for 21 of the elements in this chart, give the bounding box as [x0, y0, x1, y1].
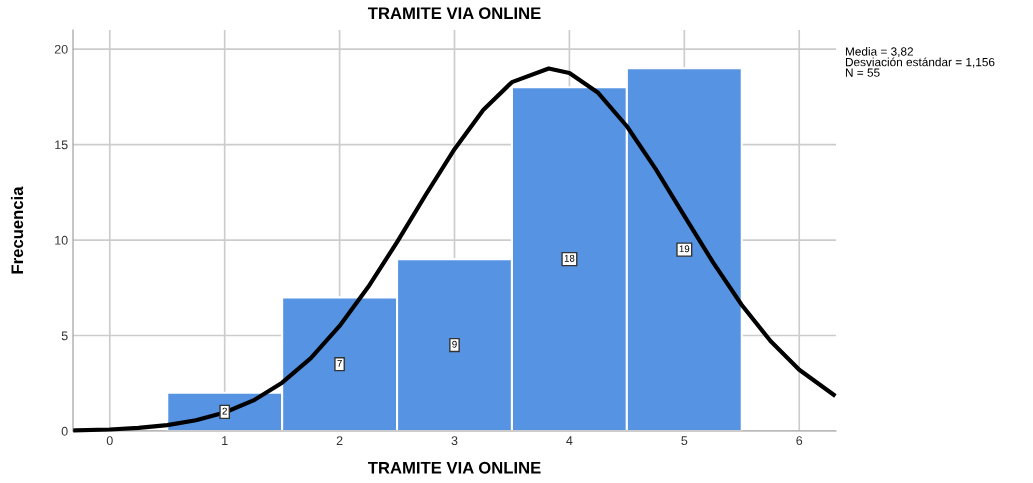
chart-title: TRAMITE VIA ONLINE: [367, 7, 541, 20]
x-tick-label: 3: [451, 436, 458, 446]
x-tick-label: 2: [336, 436, 343, 445]
y-axis-title: Frecuencia: [10, 186, 24, 274]
y-tick-label: 10: [55, 235, 68, 245]
y-tick-label: 15: [55, 140, 68, 150]
y-tick-label: 20: [54, 44, 68, 54]
data-label: 9: [452, 340, 457, 348]
x-tick-label: 1: [222, 436, 228, 445]
data-label: 18: [564, 254, 575, 262]
x-tick-label: 4: [566, 436, 573, 445]
x-tick-label: 6: [796, 436, 803, 446]
text: Media = 3,82 Desviación estándar = 1,156 N = 55: [845, 47, 995, 77]
x-tick-label: 0: [106, 436, 113, 446]
data-label: 2: [222, 407, 227, 415]
data-label: 19: [679, 245, 690, 253]
y-tick-label: 5: [61, 331, 68, 341]
data-label: 7: [337, 359, 342, 367]
x-tick-label: 5: [681, 436, 688, 446]
y-tick-label: 0: [61, 426, 68, 436]
x-axis-title: TRAMITE VIA ONLINE: [367, 461, 541, 474]
